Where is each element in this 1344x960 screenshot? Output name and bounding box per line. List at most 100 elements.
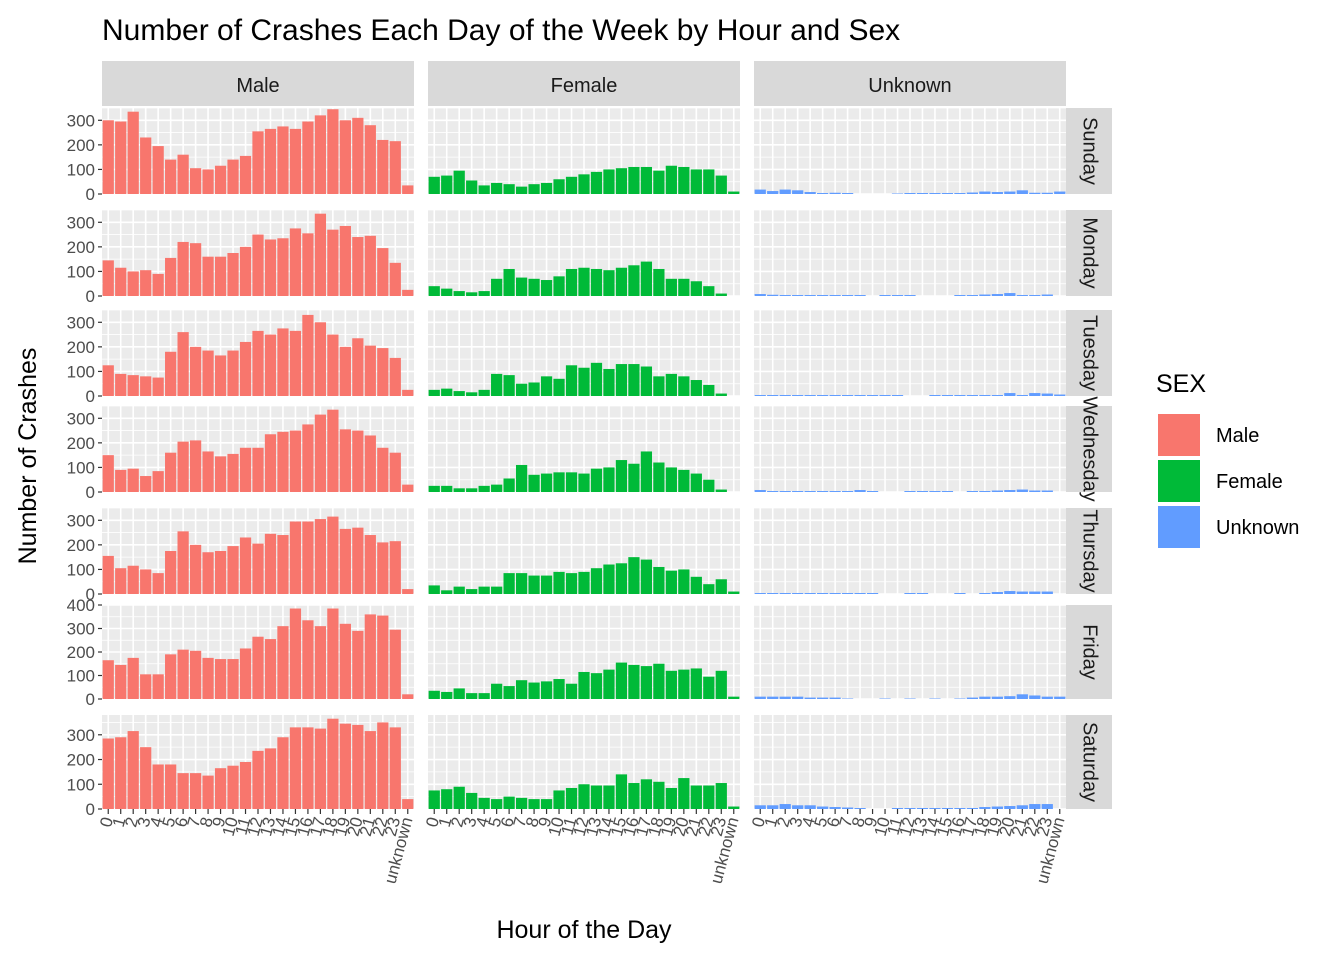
bar-sunday-female-16 bbox=[628, 166, 640, 194]
bar-friday-male-19 bbox=[339, 623, 351, 699]
bar-tuesday-male-4 bbox=[152, 377, 164, 396]
bar-monday-female-7 bbox=[515, 277, 528, 296]
bar-tuesday-female-3 bbox=[466, 392, 478, 396]
x-tick-label: 20 bbox=[995, 815, 1018, 838]
bar-thursday-unknown-9 bbox=[866, 593, 879, 594]
bar-monday-unknown-23 bbox=[1041, 294, 1053, 296]
bar-monday-unknown-12 bbox=[904, 295, 916, 296]
x-tick-label: 0 bbox=[422, 815, 443, 829]
bar-tuesday-unknown-5 bbox=[817, 395, 829, 396]
bar-tuesday-female-2 bbox=[453, 391, 465, 396]
bar-monday-female-0 bbox=[428, 286, 440, 296]
bar-friday-female-8 bbox=[528, 682, 540, 699]
facet-strip-wednesday bbox=[1066, 406, 1112, 492]
panel-saturday-female bbox=[428, 715, 740, 810]
bar-monday-female-15 bbox=[615, 267, 628, 296]
bar-tuesday-female-23 bbox=[715, 393, 727, 396]
bar-tuesday-male-11 bbox=[239, 341, 252, 396]
bar-friday-female-7 bbox=[515, 680, 528, 699]
panel-sunday-unknown bbox=[754, 107, 1066, 195]
facet-strip-male bbox=[102, 61, 414, 106]
bar-tuesday-male-0 bbox=[102, 365, 114, 396]
bar-friday-male-14 bbox=[277, 626, 289, 699]
bar-monday-male-19 bbox=[339, 225, 351, 296]
y-tick-label: 100 bbox=[67, 160, 95, 179]
panel-wednesday-unknown bbox=[754, 405, 1066, 493]
bar-tuesday-male-3 bbox=[140, 376, 152, 396]
y-tick-label: 100 bbox=[67, 775, 95, 794]
bar-sunday-unknown-3 bbox=[792, 190, 804, 194]
bar-friday-female-13 bbox=[590, 673, 603, 699]
legend-label-male: Male bbox=[1216, 425, 1259, 447]
bar-thursday-female-19 bbox=[665, 570, 677, 594]
bar-saturday-female-21 bbox=[690, 785, 702, 809]
bar-tuesday-female-0 bbox=[428, 389, 440, 396]
bar-tuesday-male-18 bbox=[327, 334, 339, 396]
bar-thursday-unknown-19 bbox=[991, 592, 1003, 594]
bar-monday-unknown-19 bbox=[991, 294, 1003, 296]
bar-wednesday-female-22 bbox=[703, 479, 715, 492]
bar-wednesday-male-21 bbox=[364, 435, 376, 492]
bar-friday-female-5 bbox=[491, 683, 503, 699]
bar-wednesday-male-18 bbox=[327, 409, 339, 492]
bar-monday-male-11 bbox=[239, 246, 252, 296]
x-tick-label: 10 bbox=[219, 815, 242, 838]
bar-wednesday-female-12 bbox=[578, 473, 590, 492]
legend: SEX Male Female Unknown bbox=[1156, 370, 1299, 548]
bar-friday-female-14 bbox=[603, 669, 615, 699]
bar-wednesday-unknown-5 bbox=[817, 491, 829, 492]
bar-thursday-male-6 bbox=[177, 531, 189, 594]
bar-thursday-unknown-22 bbox=[1029, 591, 1041, 594]
x-tick-label: 22 bbox=[368, 815, 391, 838]
bar-saturday-female-5 bbox=[491, 799, 503, 809]
bar-wednesday-unknown-17 bbox=[966, 491, 979, 492]
bar-sunday-female-3 bbox=[466, 180, 478, 194]
bar-sunday-unknown-18 bbox=[979, 191, 991, 194]
panel-wednesday-male bbox=[102, 405, 414, 493]
bar-thursday-unknown-23 bbox=[1041, 591, 1053, 594]
bar-monday-female-4 bbox=[478, 291, 490, 296]
bar-monday-female-17 bbox=[640, 261, 653, 296]
bar-thursday-unknown-0 bbox=[754, 593, 766, 594]
bar-monday-male-22 bbox=[377, 248, 389, 296]
legend-label-female: Female bbox=[1216, 471, 1283, 493]
bar-sunday-male-3 bbox=[140, 137, 152, 194]
bar-thursday-female-21 bbox=[690, 576, 702, 594]
bar-wednesday-unknown-21 bbox=[1016, 489, 1028, 492]
bar-tuesday-male-20 bbox=[352, 338, 364, 396]
facet-panels: Male Female UnknownSunday0100200300Monday0… bbox=[67, 61, 1112, 886]
bar-sunday-female-11 bbox=[565, 176, 578, 194]
bar-wednesday-female-0 bbox=[428, 485, 440, 492]
bar-saturday-male-16 bbox=[302, 727, 314, 809]
y-tick-label: 300 bbox=[67, 511, 95, 530]
bar-thursday-unknown-16 bbox=[954, 593, 966, 594]
bar-saturday-unknown-6 bbox=[829, 807, 841, 809]
bar-wednesday-unknown-7 bbox=[841, 491, 854, 492]
bar-monday-female-6 bbox=[503, 268, 515, 296]
bar-saturday-female-15 bbox=[615, 774, 628, 809]
bar-friday-male-4 bbox=[152, 674, 164, 699]
bar-sunday-male-6 bbox=[177, 154, 189, 194]
bar-sunday-male-7 bbox=[189, 168, 202, 194]
bar-thursday-unknown-13 bbox=[916, 593, 929, 594]
bar-tuesday-female-5 bbox=[491, 373, 503, 396]
legend-title: SEX bbox=[1156, 370, 1206, 398]
bar-monday-male-15 bbox=[289, 228, 302, 296]
bar-wednesday-female-7 bbox=[515, 464, 528, 492]
bar-saturday-unknown-22 bbox=[1029, 804, 1041, 809]
bar-wednesday-male-3 bbox=[140, 476, 152, 492]
bar-sunday-female-20 bbox=[678, 166, 690, 194]
facet-strip-saturday bbox=[1066, 715, 1112, 809]
bar-wednesday-unknown-12 bbox=[904, 491, 916, 492]
bar-friday-female-16 bbox=[628, 664, 640, 699]
bar-tuesday-unknown-22 bbox=[1029, 393, 1041, 396]
bar-wednesday-male-6 bbox=[177, 441, 189, 492]
y-tick-label: 200 bbox=[67, 136, 95, 155]
bar-friday-male-16 bbox=[302, 620, 314, 699]
bar-wednesday-female-10 bbox=[553, 472, 565, 492]
bar-saturday-female-2 bbox=[453, 786, 465, 809]
bar-thursday-female-5 bbox=[491, 586, 503, 594]
facet-strip-label-unknown: Unknown bbox=[868, 75, 951, 97]
bar-wednesday-unknown-23 bbox=[1041, 490, 1053, 492]
bar-wednesday-female-15 bbox=[615, 460, 628, 492]
